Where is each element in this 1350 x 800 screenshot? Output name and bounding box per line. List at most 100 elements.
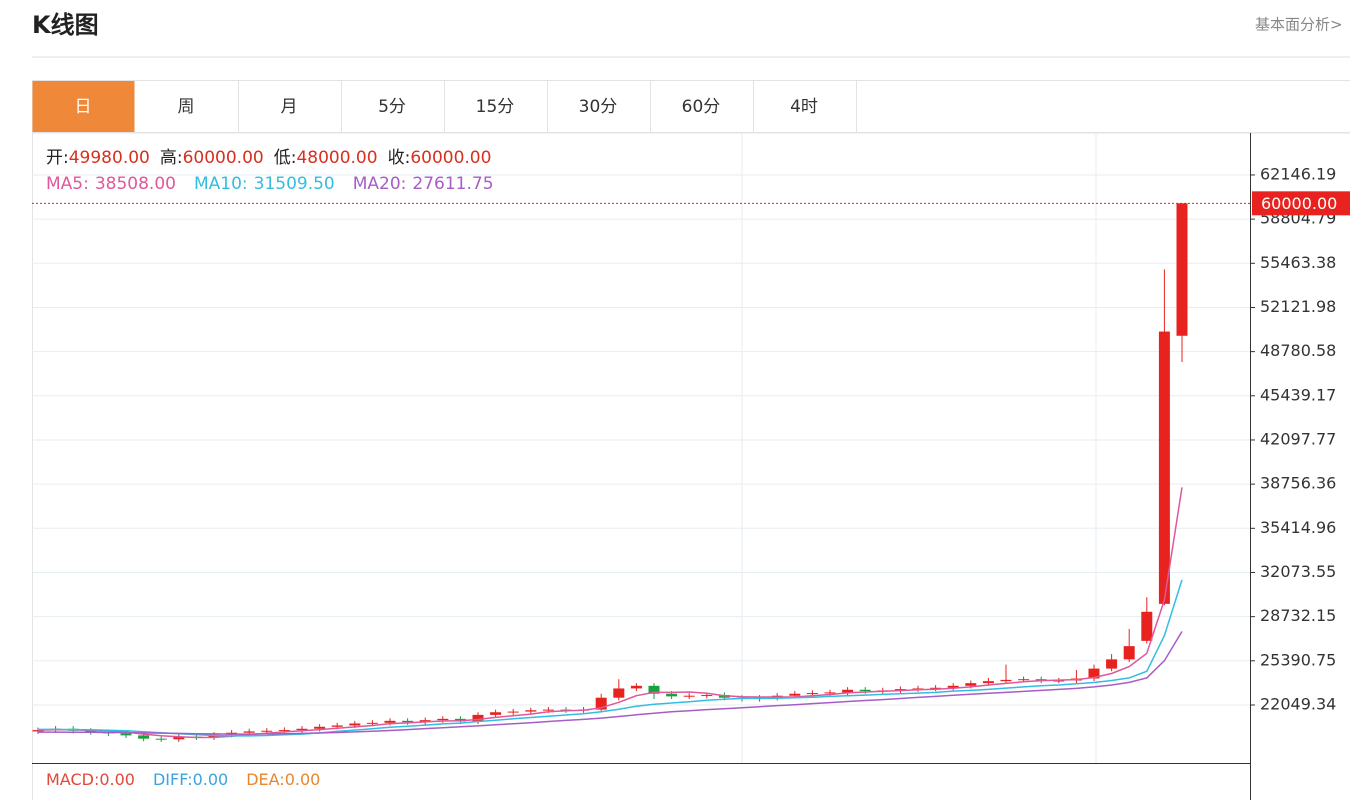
candle-body — [1088, 668, 1100, 679]
ma-line — [38, 579, 1183, 737]
quote-label: 高: — [160, 148, 183, 168]
candle-body — [490, 712, 502, 715]
quote-value: 49980.00 — [69, 148, 150, 168]
candle-body — [32, 730, 44, 732]
macd-value: 0.00 — [99, 770, 135, 789]
candle-body — [366, 722, 378, 724]
candle-body — [789, 693, 801, 696]
y-tick-label: 45439.17 — [1260, 385, 1336, 404]
ma-line — [37, 487, 1183, 739]
y-tick-label: 42097.77 — [1260, 429, 1336, 448]
macd-label: MACD: — [46, 770, 99, 789]
candle-body — [243, 731, 255, 733]
quote-label: 收: — [388, 148, 411, 168]
candle-body — [507, 711, 519, 713]
tab[interactable]: 30分 — [579, 97, 618, 117]
candle-body — [1158, 331, 1170, 604]
y-tick-label: 32073.55 — [1260, 562, 1336, 581]
y-tick-label: 62146.19 — [1260, 164, 1336, 183]
quote-label: 开: — [46, 148, 69, 168]
candle-body — [666, 693, 678, 697]
candle-body — [947, 685, 959, 688]
candle-body — [85, 730, 97, 733]
macd-label: DIFF: — [153, 770, 193, 789]
candle-body — [982, 681, 994, 684]
candle-body — [930, 687, 942, 689]
y-tick-label: 28732.15 — [1260, 606, 1336, 625]
analysis-link[interactable]: 基本面分析> — [1255, 16, 1343, 34]
candle-body — [155, 738, 167, 740]
legend-value: 27611.75 — [412, 174, 493, 194]
ma-legend: MA5: 38508.00 MA10: 31509.50 MA20: 27611.75 — [46, 174, 494, 194]
legend-value: 31509.50 — [254, 174, 335, 194]
candle-body — [384, 720, 396, 723]
candle-body — [1018, 679, 1030, 681]
candle-body — [120, 733, 132, 736]
candle-body — [261, 730, 273, 732]
legend-value: 38508.00 — [95, 174, 176, 194]
candle-body — [894, 689, 906, 691]
candle-body — [1141, 611, 1153, 641]
candle-body — [683, 695, 695, 697]
candle-body — [806, 693, 818, 695]
candle-body — [595, 697, 607, 710]
chart-frame — [32, 132, 1350, 800]
active-tab-bg — [32, 81, 135, 132]
tab[interactable]: 周 — [178, 97, 195, 117]
candle-body — [1176, 203, 1188, 336]
legend-name: MA5: — [46, 174, 89, 194]
candle-body — [437, 718, 449, 721]
tab[interactable]: 15分 — [476, 97, 515, 117]
y-tick-label: 48780.58 — [1260, 341, 1336, 360]
macd-value: 0.00 — [285, 770, 321, 789]
candle-body — [278, 730, 290, 732]
candle-body — [525, 710, 537, 712]
tab[interactable]: 月 — [281, 97, 298, 117]
y-tick-label: 22049.34 — [1260, 694, 1336, 713]
legend-name: MA20: — [353, 174, 407, 194]
candle-body — [138, 735, 150, 739]
y-tick-label: 52121.98 — [1260, 297, 1336, 316]
y-tick-label: 35414.96 — [1260, 518, 1336, 537]
candle-body — [349, 723, 361, 726]
quote-label: 低: — [274, 148, 297, 168]
candle-body — [701, 695, 713, 697]
quote-line: 开:49980.00 高:60000.00 低:48000.00 收:60000.00 — [46, 148, 491, 168]
candle-body — [472, 714, 484, 722]
last-price-tag — [1252, 191, 1350, 216]
ma-line — [38, 631, 1183, 735]
legend-name: MA10: — [194, 174, 248, 194]
candle-body — [314, 726, 326, 729]
tab[interactable]: 5分 — [378, 97, 406, 117]
quote-value: 48000.00 — [296, 148, 377, 168]
candle-body — [542, 709, 554, 711]
candle-body — [965, 683, 977, 686]
candle-body — [1000, 679, 1012, 682]
macd-value: 0.00 — [193, 770, 229, 789]
tab[interactable]: 4时 — [790, 97, 818, 117]
quote-value: 60000.00 — [183, 148, 264, 168]
y-tick-label: 38756.36 — [1260, 474, 1336, 493]
tab[interactable]: 60分 — [682, 97, 721, 117]
candle-body — [648, 685, 660, 694]
candle-body — [912, 688, 924, 690]
candle-body — [842, 689, 854, 693]
tab[interactable]: 日 — [75, 97, 92, 117]
candle-body — [824, 692, 836, 694]
candle-body — [173, 736, 185, 740]
y-tick-label: 25390.75 — [1260, 650, 1336, 669]
y-tick-label: 55463.38 — [1260, 253, 1336, 272]
candle-body — [402, 720, 414, 723]
candle-body — [296, 728, 308, 731]
candle-body — [630, 685, 642, 689]
candle-body — [331, 725, 343, 727]
quote-value: 60000.00 — [410, 148, 491, 168]
macd-label: DEA: — [246, 770, 284, 789]
candle-body — [613, 688, 625, 698]
macd-line: MACD:0.00 DIFF:0.00 DEA:0.00 — [46, 770, 320, 789]
last-price-label: 60000.00 — [1261, 194, 1337, 213]
candle-body — [1106, 659, 1118, 669]
tab-bar — [32, 80, 1350, 133]
